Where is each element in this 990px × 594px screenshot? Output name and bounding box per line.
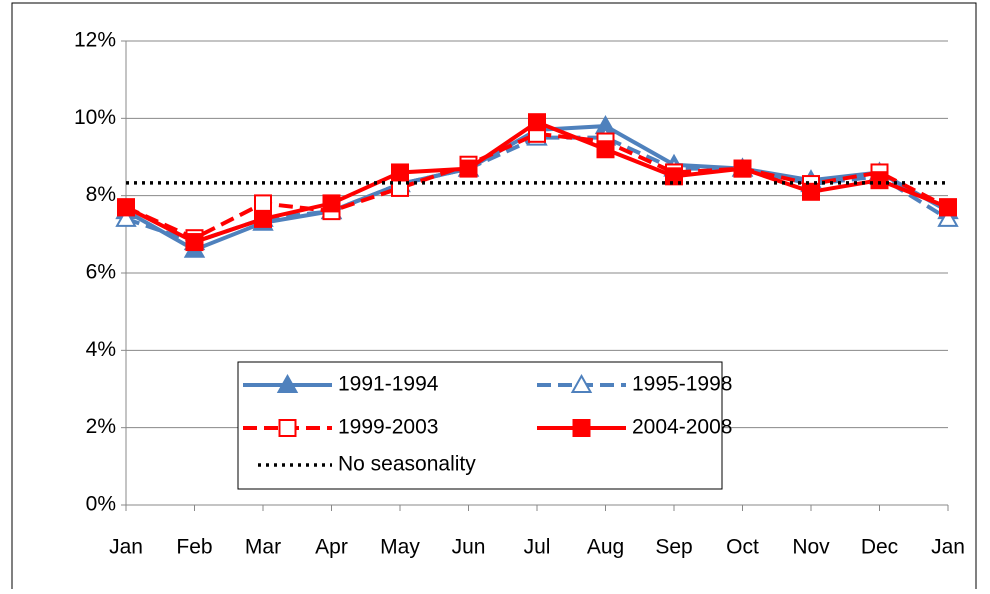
x-tick-label: Mar: [245, 536, 281, 559]
legend-marker: [276, 373, 299, 393]
y-tick-label: 0%: [86, 493, 116, 516]
x-tick-label: Jan: [109, 536, 143, 559]
legend-label: 1991-1994: [338, 373, 439, 396]
y-tick-label: 10%: [74, 106, 116, 129]
y-tick-label: 6%: [86, 261, 116, 284]
y-tick-label: 12%: [74, 29, 116, 52]
data-point: [939, 198, 957, 217]
y-tick-label: 4%: [86, 338, 116, 361]
y-tick-label: 8%: [86, 183, 116, 206]
legend-label: 1995-1998: [632, 373, 732, 396]
data-point: [937, 207, 959, 227]
x-tick-label: Oct: [726, 536, 759, 559]
chart-frame: [11, 2, 977, 594]
data-point: [322, 194, 341, 213]
data-point: [802, 182, 820, 201]
data-point: [665, 167, 683, 186]
legend-label: No seasonality: [338, 453, 476, 476]
data-point: [528, 113, 546, 132]
x-tick-label: Nov: [792, 536, 830, 559]
legend-label: 2004-2008: [632, 416, 732, 439]
x-tick-label: May: [380, 536, 420, 559]
data-point: [185, 233, 204, 252]
data-point: [459, 159, 478, 178]
legend-marker: [278, 419, 297, 437]
data-point: [117, 198, 135, 217]
data-point: [254, 209, 272, 228]
x-tick-label: Sep: [655, 536, 692, 559]
y-tick-label: 2%: [86, 415, 116, 438]
data-point: [596, 140, 615, 159]
x-tick-label: Jan: [931, 536, 965, 559]
data-point: [391, 163, 409, 182]
legend-marker: [570, 373, 593, 393]
data-point: [254, 194, 272, 213]
x-tick-label: Apr: [315, 536, 348, 559]
x-tick-label: Jun: [452, 536, 486, 559]
legend-marker: [572, 419, 591, 437]
x-tick-label: Aug: [587, 536, 624, 559]
data-point: [870, 171, 889, 190]
x-tick-label: Feb: [176, 536, 212, 559]
x-tick-label: Dec: [861, 536, 898, 559]
legend-label: 1999-2003: [338, 416, 438, 439]
data-point: [733, 159, 752, 178]
x-tick-label: Jul: [524, 536, 551, 559]
data-point: [115, 207, 137, 227]
